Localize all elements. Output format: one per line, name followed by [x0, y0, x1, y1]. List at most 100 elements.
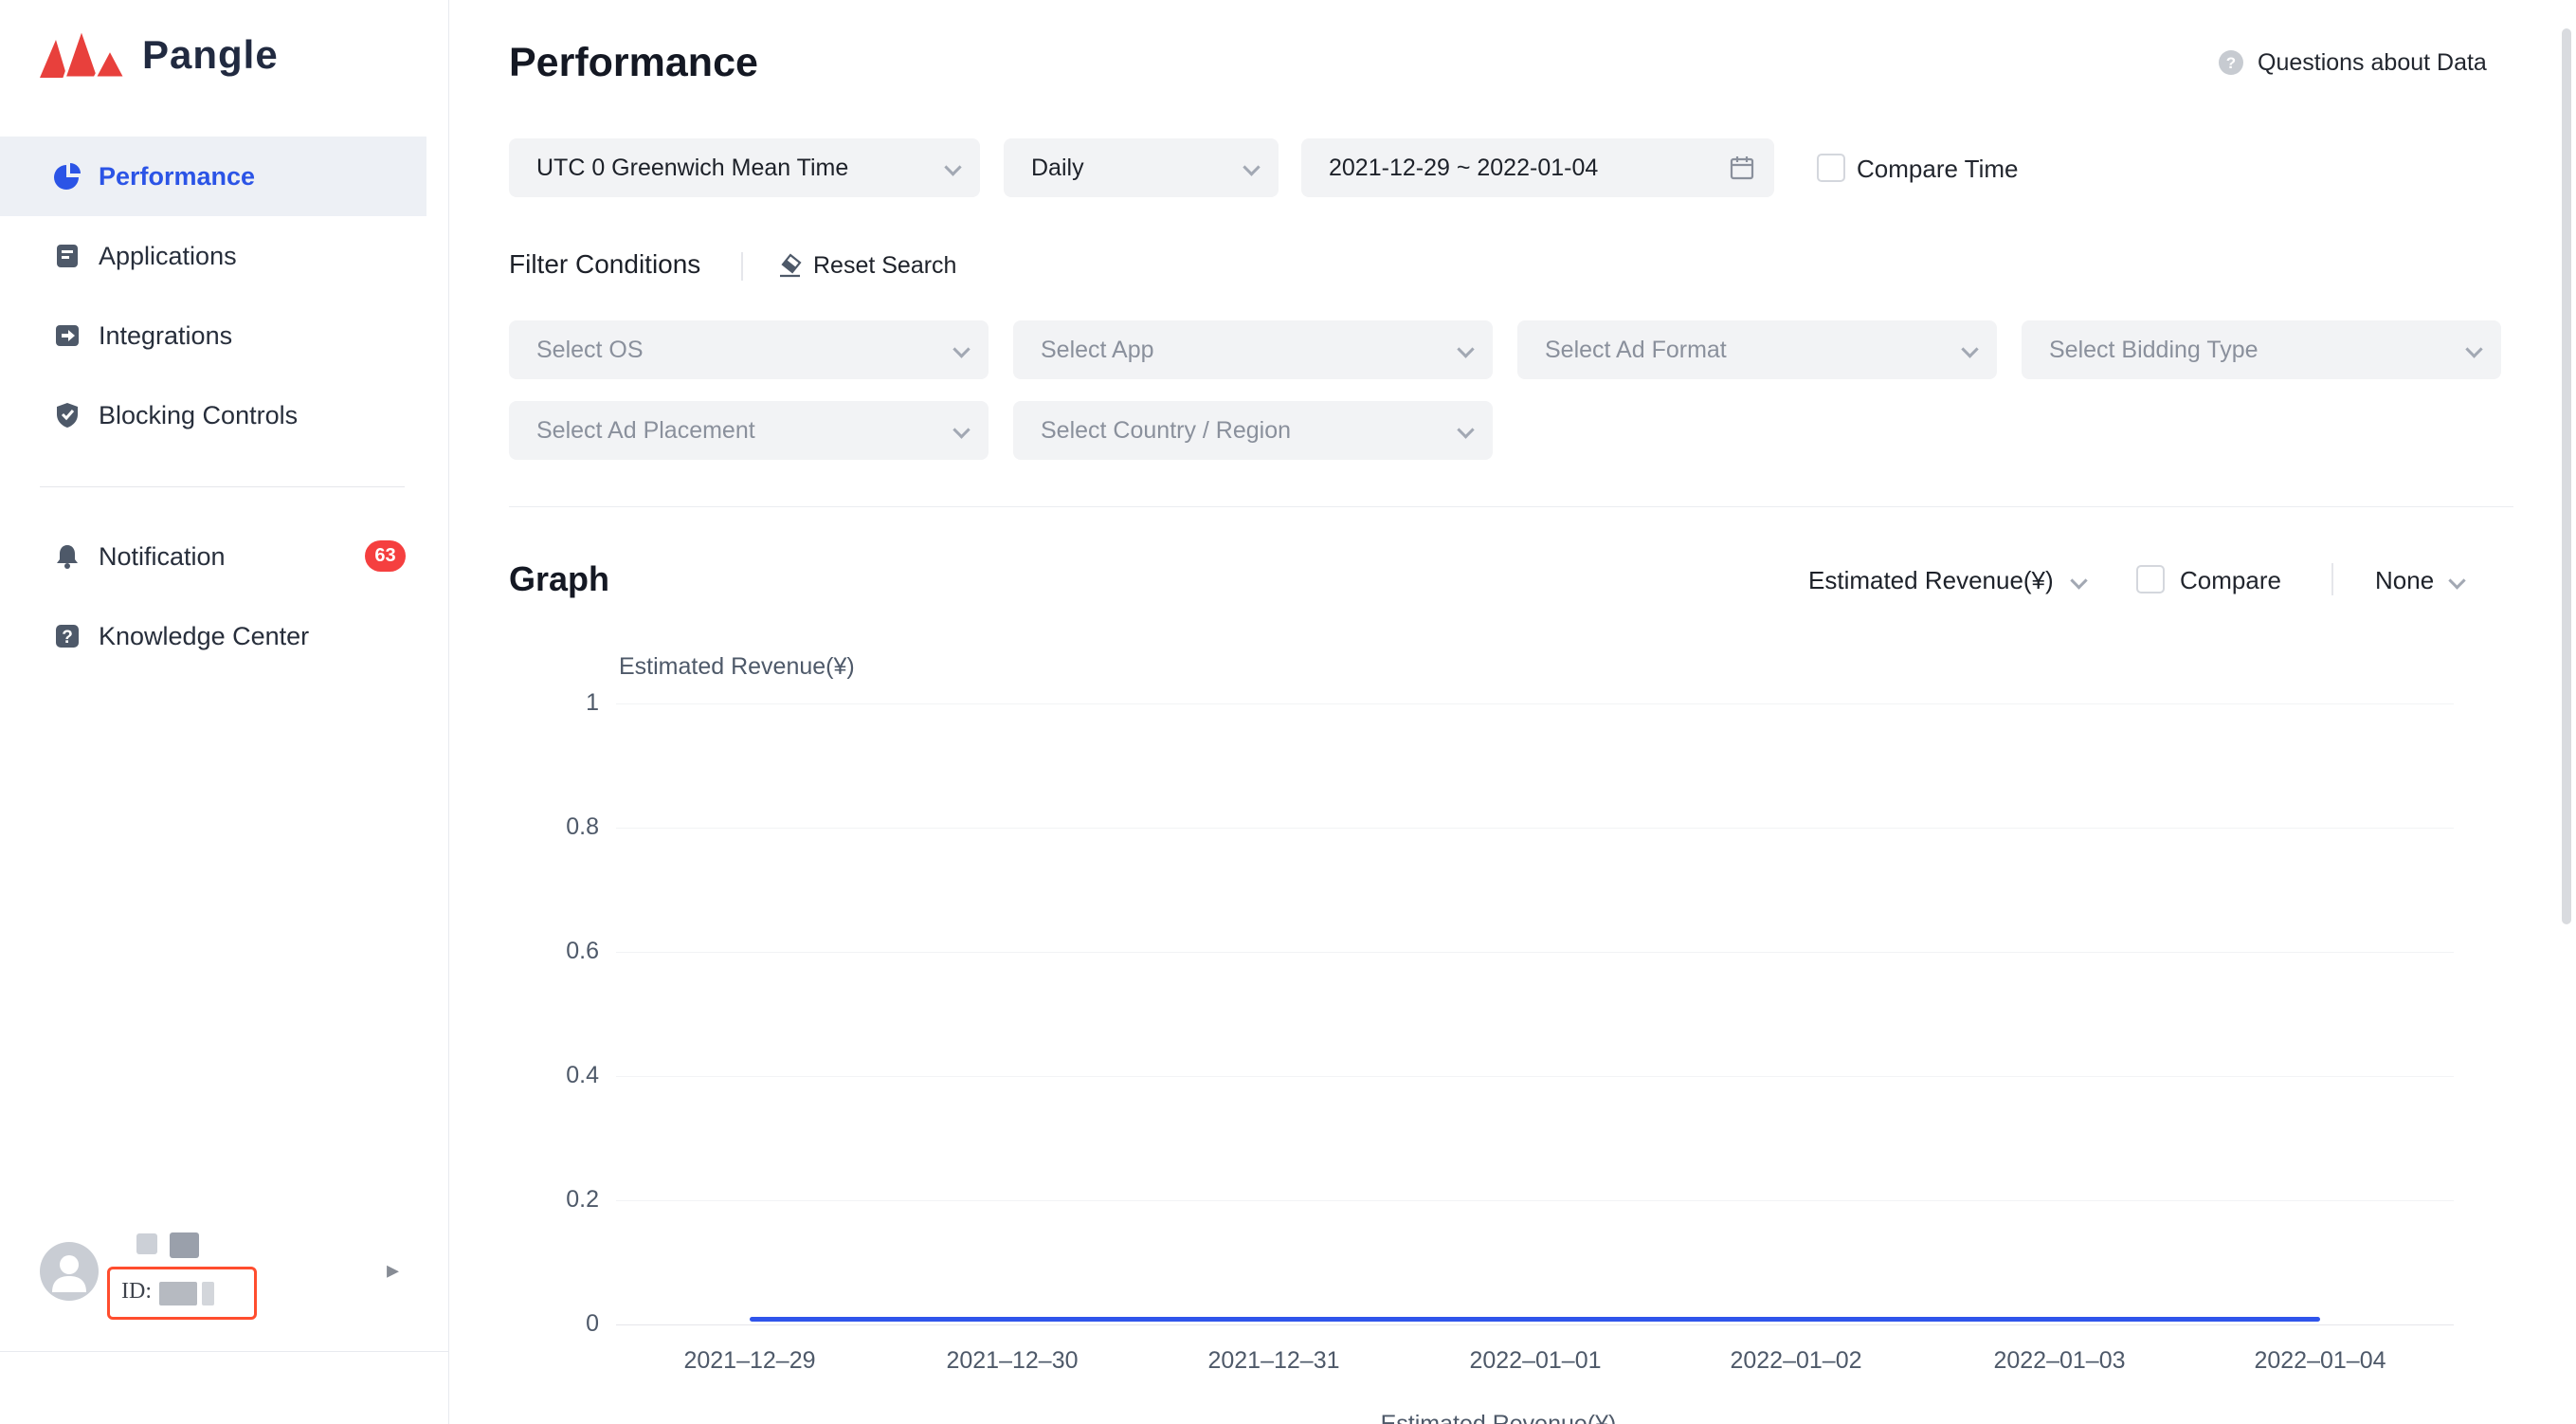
- questions-about-data-link[interactable]: ? Questions about Data: [2218, 46, 2502, 80]
- sidebar-item-applications[interactable]: Applications: [0, 216, 426, 296]
- metric-value: Estimated Revenue(¥): [1808, 565, 2054, 594]
- language-bar: English: [0, 1351, 449, 1424]
- select-os-dropdown[interactable]: Select OS: [509, 320, 989, 379]
- applications-icon: [53, 242, 82, 270]
- chart-legend[interactable]: Estimated Revenue(¥): [1380, 1411, 1617, 1424]
- y-tick-label: 0.8: [566, 813, 599, 840]
- calendar-icon: [1729, 155, 1755, 188]
- select-ad-placement-placeholder: Select Ad Placement: [536, 416, 755, 444]
- sidebar-item-label: Knowledge Center: [99, 621, 310, 650]
- select-ad-format-placeholder: Select Ad Format: [1545, 336, 1727, 363]
- granularity-select[interactable]: Daily: [1004, 138, 1279, 197]
- sidebar-divider: [40, 486, 405, 487]
- gridline: [616, 703, 2454, 704]
- select-bidding-type-dropdown[interactable]: Select Bidding Type: [2022, 320, 2501, 379]
- graph-section-title: Graph: [509, 559, 610, 598]
- select-ad-format-dropdown[interactable]: Select Ad Format: [1517, 320, 1997, 379]
- chevron-down-icon: [952, 421, 971, 439]
- chevron-down-icon: [952, 340, 971, 358]
- select-country-region-dropdown[interactable]: Select Country / Region: [1013, 401, 1493, 460]
- brand-name: Pangle: [142, 32, 279, 77]
- pangle-logo-icon: [40, 28, 128, 80]
- vertical-divider: [2331, 563, 2333, 595]
- x-tick-label: 2022–01–01: [1469, 1347, 1602, 1374]
- x-tick-label: 2021–12–30: [946, 1347, 1079, 1374]
- x-tick-label: 2022–01–04: [2254, 1347, 2386, 1374]
- date-range-picker[interactable]: 2021-12-29 ~ 2022-01-04: [1301, 138, 1774, 197]
- sidebar-item-performance[interactable]: Performance: [0, 137, 426, 216]
- pangle-logo[interactable]: Pangle: [38, 27, 360, 83]
- chevron-down-icon: [2465, 340, 2483, 358]
- id-redaction-box: [107, 1267, 257, 1320]
- svg-text:?: ?: [2226, 54, 2236, 72]
- chevron-down-icon: [2448, 571, 2466, 590]
- sidebar-item-integrations[interactable]: Integrations: [0, 296, 426, 375]
- y-tick-label: 0: [586, 1310, 599, 1337]
- chevron-down-icon: [1961, 340, 1979, 358]
- chevron-down-icon: [1457, 340, 1475, 358]
- granularity-value: Daily: [1031, 154, 1084, 181]
- redacted-username-block: [136, 1233, 157, 1254]
- pie-chart-icon: [53, 162, 82, 191]
- compare-dimension-select[interactable]: None: [2375, 563, 2508, 597]
- user-avatar[interactable]: [40, 1242, 99, 1301]
- select-ad-placement-dropdown[interactable]: Select Ad Placement: [509, 401, 989, 460]
- bell-icon: [53, 542, 82, 571]
- expand-user-panel-arrow[interactable]: ▸: [387, 1255, 400, 1284]
- eraser-icon: [780, 253, 802, 278]
- sidebar: Pangle Performance Applications: [0, 0, 449, 1424]
- dimension-value: None: [2375, 565, 2435, 594]
- redacted-id-block: [159, 1282, 197, 1305]
- select-app-dropdown[interactable]: Select App: [1013, 320, 1493, 379]
- notification-badge: 63: [365, 540, 406, 572]
- gridline: [616, 1076, 2454, 1077]
- x-axis-line: [616, 1324, 2454, 1325]
- sidebar-item-label: Performance: [99, 161, 256, 191]
- sidebar-item-knowledge-center[interactable]: ? Knowledge Center: [0, 596, 426, 676]
- sidebar-item-label: Notification: [99, 541, 226, 571]
- date-range-value: 2021-12-29 ~ 2022-01-04: [1329, 154, 1599, 181]
- sidebar-item-label: Applications: [99, 241, 237, 270]
- help-link-label: Questions about Data: [2258, 48, 2487, 76]
- select-os-placeholder: Select OS: [536, 336, 644, 363]
- redacted-id-block: [202, 1282, 214, 1305]
- compare-time-checkbox[interactable]: [1817, 154, 1845, 182]
- x-tick-label: 2022–01–02: [1730, 1347, 1862, 1374]
- timezone-select[interactable]: UTC 0 Greenwich Mean Time: [509, 138, 980, 197]
- metric-select[interactable]: Estimated Revenue(¥): [1808, 563, 2093, 597]
- y-tick-label: 0.6: [566, 938, 599, 964]
- sidebar-item-blocking-controls[interactable]: Blocking Controls: [0, 375, 426, 455]
- select-bidding-type-placeholder: Select Bidding Type: [2049, 336, 2259, 363]
- redacted-username-block: [170, 1232, 199, 1258]
- chevron-down-icon: [1457, 421, 1475, 439]
- integrations-icon: [53, 321, 82, 350]
- filter-conditions-label: Filter Conditions: [509, 249, 701, 279]
- compare-checkbox[interactable]: [2136, 565, 2165, 593]
- page-title: Performance: [509, 40, 758, 85]
- reset-search-button[interactable]: Reset Search: [775, 248, 1079, 283]
- chevron-down-icon: [1243, 158, 1261, 176]
- sidebar-item-label: Integrations: [99, 320, 233, 350]
- timezone-value: UTC 0 Greenwich Mean Time: [536, 154, 849, 181]
- compare-time-label[interactable]: Compare Time: [1857, 155, 2019, 183]
- shield-icon: [53, 401, 82, 429]
- chevron-down-icon: [2069, 571, 2088, 590]
- svg-text:?: ?: [62, 628, 73, 648]
- select-country-region-placeholder: Select Country / Region: [1041, 416, 1292, 444]
- section-divider: [509, 506, 2513, 507]
- sidebar-item-notification[interactable]: Notification: [0, 517, 426, 596]
- chart-y-axis-title: Estimated Revenue(¥): [619, 653, 855, 680]
- y-tick-label: 0.4: [566, 1062, 599, 1088]
- vertical-scrollbar[interactable]: [2562, 28, 2571, 924]
- chevron-down-icon: [944, 158, 962, 176]
- x-tick-label: 2022–01–03: [1993, 1347, 2126, 1374]
- sidebar-item-label: Blocking Controls: [99, 400, 299, 429]
- question-circle-icon: ?: [2219, 50, 2243, 75]
- reset-search-label: Reset Search: [813, 251, 957, 279]
- question-square-icon: ?: [53, 622, 82, 650]
- gridline: [616, 828, 2454, 829]
- select-app-placeholder: Select App: [1041, 336, 1154, 363]
- user-id-label: ID:: [121, 1279, 152, 1304]
- compare-label[interactable]: Compare: [2180, 566, 2281, 594]
